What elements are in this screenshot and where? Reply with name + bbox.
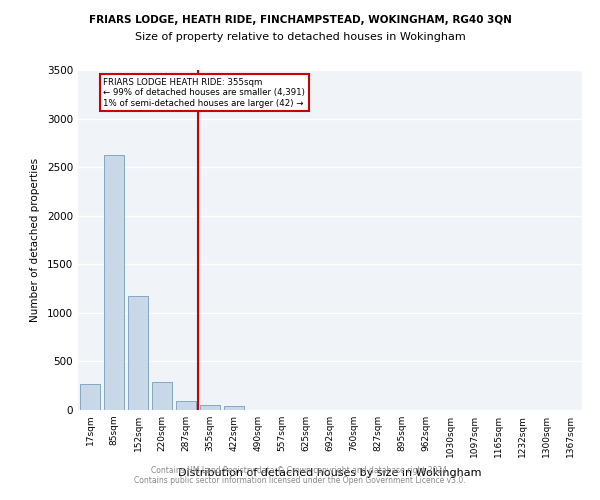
Text: Size of property relative to detached houses in Wokingham: Size of property relative to detached ho… [134, 32, 466, 42]
Text: FRIARS LODGE, HEATH RIDE, FINCHAMPSTEAD, WOKINGHAM, RG40 3QN: FRIARS LODGE, HEATH RIDE, FINCHAMPSTEAD,… [89, 15, 511, 25]
Bar [200, 405, 220, 410]
X-axis label: Distribution of detached houses by size in Wokingham: Distribution of detached houses by size … [178, 468, 482, 478]
Text: FRIARS LODGE HEATH RIDE: 355sqm
← 99% of detached houses are smaller (4,391)
1% : FRIARS LODGE HEATH RIDE: 355sqm ← 99% of… [103, 78, 305, 108]
Bar [176, 401, 196, 410]
Bar [152, 382, 172, 410]
Text: Contains HM Land Registry data © Crown copyright and database right 2024.
Contai: Contains HM Land Registry data © Crown c… [134, 466, 466, 485]
Bar [128, 296, 148, 410]
Y-axis label: Number of detached properties: Number of detached properties [30, 158, 40, 322]
Bar [224, 406, 244, 410]
Bar [104, 154, 124, 410]
Bar [80, 384, 100, 410]
